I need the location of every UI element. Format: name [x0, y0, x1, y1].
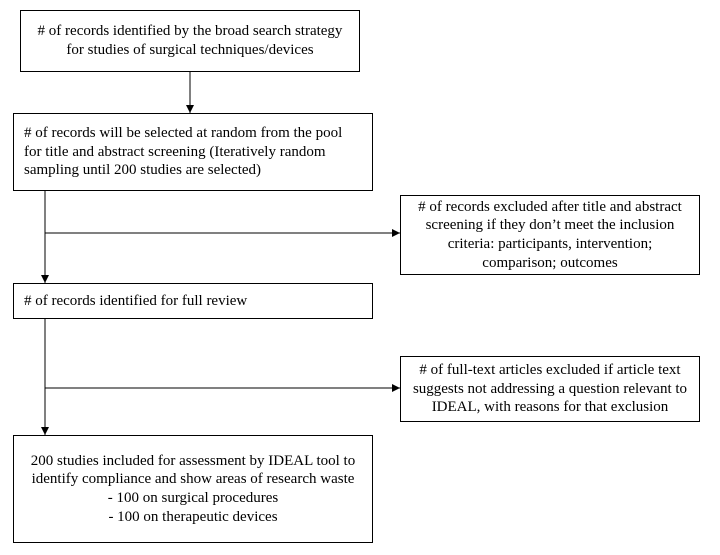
- node-random-selection: # of records will be selected at random …: [13, 113, 373, 191]
- node-full-review: # of records identified for full review: [13, 283, 373, 319]
- node-text: # of records will be selected at random …: [24, 124, 362, 180]
- node-excluded-fulltext: # of full-text articles excluded if arti…: [400, 356, 700, 422]
- node-ideal-assessment: 200 studies included for assessment by I…: [13, 435, 373, 543]
- node-broad-search: # of records identified by the broad sea…: [20, 10, 360, 72]
- node-text: 200 studies included for assessment by I…: [24, 452, 362, 490]
- flowchart-canvas: # of records identified by the broad sea…: [0, 0, 720, 555]
- node-bullets: - 100 on surgical procedures - 100 on th…: [24, 489, 362, 527]
- node-text: # of records identified by the broad sea…: [31, 22, 349, 60]
- bullet-item: - 100 on therapeutic devices: [24, 508, 362, 527]
- node-text: # of records excluded after title and ab…: [411, 198, 689, 273]
- bullet-item: - 100 on surgical procedures: [24, 489, 362, 508]
- node-text: # of records identified for full review: [24, 292, 247, 311]
- node-excluded-title-abstract: # of records excluded after title and ab…: [400, 195, 700, 275]
- node-text: # of full-text articles excluded if arti…: [411, 361, 689, 417]
